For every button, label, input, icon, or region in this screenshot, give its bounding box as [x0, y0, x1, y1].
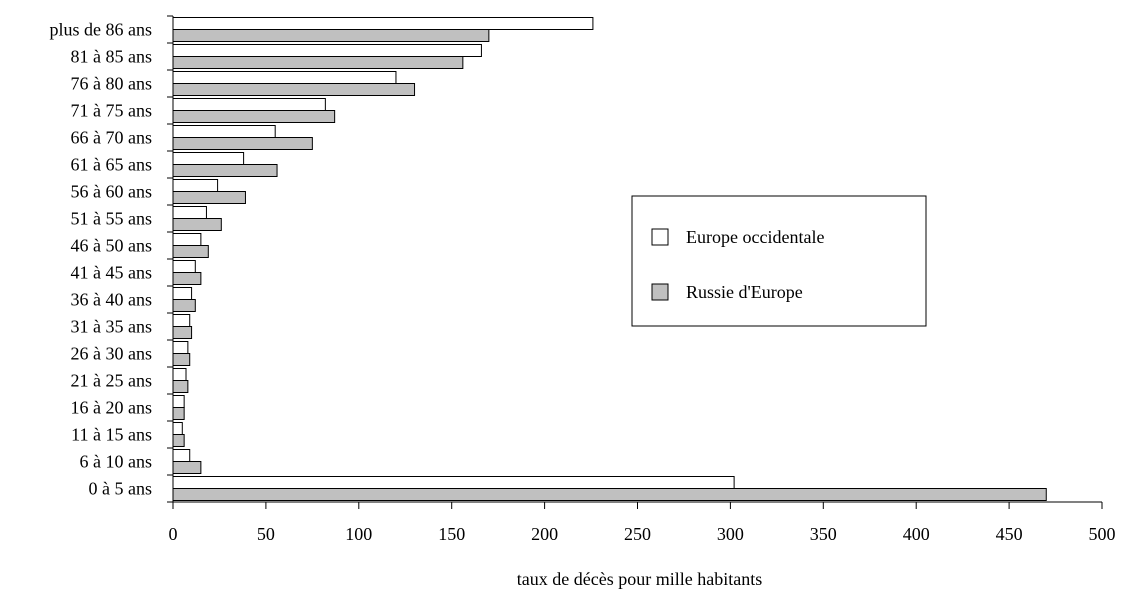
legend-swatch-europe-occidentale: [651, 228, 669, 246]
x-tick-label: 250: [624, 524, 651, 544]
legend-label-europe-occidentale: Europe occidentale: [686, 227, 824, 247]
bar-europe-occidentale-1: [172, 44, 482, 57]
category-label: 41 à 45 ans: [71, 263, 152, 283]
x-axis-ticks: 0 50 100 150 200 250 300 350 400 450 500: [169, 502, 1116, 544]
legend-label-russie-d-europe: Russie d'Europe: [686, 282, 803, 302]
bar-europe-occidentale-7: [172, 206, 207, 219]
legend: Europe occidentale Russie d'Europe: [631, 195, 927, 327]
category-label: 16 à 20 ans: [71, 398, 152, 418]
bar-russie-d-europe-4: [172, 137, 313, 150]
category-label: 46 à 50 ans: [71, 236, 152, 256]
x-tick-label: 100: [345, 524, 372, 544]
category-label: 51 à 55 ans: [71, 209, 152, 229]
bar-russie-d-europe-17: [172, 488, 1047, 501]
bar-europe-occidentale-17: [172, 476, 735, 489]
bar-russie-d-europe-16: [172, 461, 202, 474]
bar-russie-d-europe-13: [172, 380, 189, 393]
bar-europe-occidentale-15: [172, 422, 183, 435]
category-label: plus de 86 ans: [50, 20, 153, 40]
category-label: 36 à 40 ans: [71, 290, 152, 310]
x-tick-label: 50: [257, 524, 275, 544]
bar-europe-occidentale-16: [172, 449, 191, 462]
bar-russie-d-europe-15: [172, 434, 185, 447]
bar-russie-d-europe-3: [172, 110, 336, 123]
bar-russie-d-europe-1: [172, 56, 464, 69]
category-label: 66 à 70 ans: [71, 128, 152, 148]
category-label: 21 à 25 ans: [71, 371, 152, 391]
category-label: 26 à 30 ans: [71, 344, 152, 364]
category-label: 81 à 85 ans: [71, 47, 152, 67]
bar-russie-d-europe-10: [172, 299, 196, 312]
category-label: 56 à 60 ans: [71, 182, 152, 202]
category-label: 61 à 65 ans: [71, 155, 152, 175]
x-tick-label: 0: [169, 524, 178, 544]
legend-swatch-russie-d-europe: [651, 283, 669, 301]
category-label: 0 à 5 ans: [89, 479, 152, 499]
bar-russie-d-europe-8: [172, 245, 209, 258]
x-tick-label: 150: [438, 524, 465, 544]
bar-europe-occidentale-10: [172, 287, 193, 300]
category-label: 31 à 35 ans: [71, 317, 152, 337]
x-tick-label: 300: [717, 524, 744, 544]
bar-europe-occidentale-3: [172, 98, 326, 111]
x-tick-label: 350: [810, 524, 837, 544]
category-label: 11 à 15 ans: [71, 425, 152, 445]
x-tick-label: 450: [996, 524, 1023, 544]
bar-europe-occidentale-14: [172, 395, 185, 408]
bar-russie-d-europe-12: [172, 353, 191, 366]
x-axis-title: taux de décès pour mille habitants: [517, 569, 762, 589]
bar-russie-d-europe-9: [172, 272, 202, 285]
bar-europe-occidentale-6: [172, 179, 219, 192]
bar-europe-occidentale-0: [172, 17, 594, 30]
bar-europe-occidentale-13: [172, 368, 187, 381]
category-label: 6 à 10 ans: [80, 452, 152, 472]
x-tick-label: 200: [531, 524, 558, 544]
bar-europe-occidentale-5: [172, 152, 245, 165]
bar-europe-occidentale-9: [172, 260, 196, 273]
category-label: 76 à 80 ans: [71, 74, 152, 94]
bar-russie-d-europe-6: [172, 191, 246, 204]
bar-russie-d-europe-2: [172, 83, 416, 96]
bar-europe-occidentale-2: [172, 71, 397, 84]
bar-europe-occidentale-4: [172, 125, 276, 138]
bar-russie-d-europe-14: [172, 407, 185, 420]
bar-russie-d-europe-11: [172, 326, 193, 339]
x-tick-label: 400: [903, 524, 930, 544]
category-label: 71 à 75 ans: [71, 101, 152, 121]
bar-europe-occidentale-12: [172, 341, 189, 354]
x-tick-label: 500: [1089, 524, 1116, 544]
bar-russie-d-europe-7: [172, 218, 222, 231]
bar-europe-occidentale-11: [172, 314, 191, 327]
bar-russie-d-europe-0: [172, 29, 490, 42]
bar-europe-occidentale-8: [172, 233, 202, 246]
category-labels: plus de 86 ans 81 à 85 ans 76 à 80 ans 71 à…: [50, 20, 153, 499]
legend-box: [631, 195, 927, 327]
y-axis-ticks: [167, 15, 173, 503]
bar-russie-d-europe-5: [172, 164, 278, 177]
